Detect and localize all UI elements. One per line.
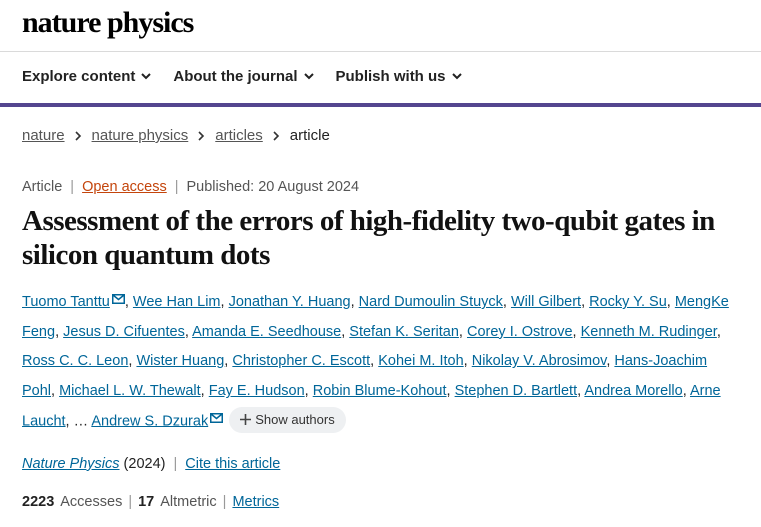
author[interactable]: Hans-Joachim Pohl: [22, 353, 708, 400]
author[interactable]: Robin Blume-Kohout: [312, 383, 447, 400]
crumb-link[interactable]: articles: [215, 127, 263, 144]
author[interactable]: Wister Huang: [136, 353, 225, 370]
article-meta: Article | Open access | Published: 20 Au…: [22, 179, 359, 195]
author[interactable]: Jesus D. Cifuentes: [63, 323, 185, 340]
separator: |: [128, 494, 133, 510]
article-title: Assessment of the errors of high-fidelit…: [22, 205, 715, 271]
mail-icon[interactable]: [210, 413, 224, 424]
author[interactable]: Andrew S. Dzurak: [91, 413, 209, 430]
crumb-arrow: [273, 130, 279, 141]
separator: |: [222, 494, 227, 510]
accesses-count: 2223: [22, 494, 55, 510]
year: (2024): [123, 456, 166, 472]
crumb-link[interactable]: nature: [22, 127, 65, 144]
journal-link[interactable]: Nature Physics: [22, 456, 120, 472]
mail-icon[interactable]: [111, 294, 125, 304]
author[interactable]: Nard Dumoulin Stuyck: [358, 294, 503, 310]
button-label: Show authors: [255, 411, 335, 427]
altmetric-count: 17: [138, 494, 155, 510]
nav-label: Explore content: [22, 68, 136, 85]
chevron: [451, 73, 462, 80]
article-type: Article: [22, 179, 63, 195]
nav-label: Publish with us: [335, 68, 446, 85]
metrics: 2223 Accesses | 17 Altmetric | Metrics: [22, 494, 279, 510]
author[interactable]: Amanda E. Seedhouse: [192, 323, 342, 340]
logo[interactable]: nature physics: [22, 6, 194, 39]
chevron: [303, 73, 314, 80]
author[interactable]: Nikolay V. Abrosimov: [471, 353, 607, 370]
open-access[interactable]: Open access: [82, 179, 167, 195]
author[interactable]: Ross C. C. Leon: [22, 353, 129, 370]
nav-item[interactable]: Explore content: [22, 68, 152, 85]
author[interactable]: Jonathan Y. Huang: [228, 294, 351, 310]
author[interactable]: Stephen D. Bartlett: [454, 383, 578, 400]
altmetric-label: Altmetric: [160, 494, 217, 510]
crumb-link[interactable]: nature physics: [91, 127, 189, 144]
divider: [0, 51, 761, 52]
chevron: [141, 73, 152, 80]
author[interactable]: Corey I. Ostrove: [466, 323, 573, 340]
accesses-label: Accesses: [60, 494, 123, 510]
nav-label: About the journal: [173, 68, 298, 85]
author-list: Tuomo Tanttu, Wee Han Lim, Jonathan Y. H…: [22, 288, 734, 437]
ellipsis: …: [73, 413, 89, 430]
author[interactable]: Arne Laucht: [22, 383, 721, 430]
author[interactable]: Tuomo Tanttu: [22, 294, 110, 310]
metrics-link[interactable]: Metrics: [232, 494, 280, 510]
author[interactable]: Will Gilbert: [510, 294, 582, 310]
nav: Explore content About the journal Publis…: [22, 68, 462, 85]
cite-link[interactable]: Cite this article: [185, 456, 281, 472]
author[interactable]: Christopher C. Escott: [232, 353, 371, 370]
author[interactable]: Michael L. W. Thewalt: [59, 383, 201, 400]
author[interactable]: Stefan K. Seritan: [349, 323, 459, 340]
author[interactable]: Rocky Y. Su: [589, 294, 667, 310]
separator: |: [174, 179, 179, 195]
nav-underline: [0, 103, 761, 107]
crumb-arrow: [74, 130, 81, 141]
breadcrumb: nature nature physics articles article: [22, 127, 330, 144]
separator: |: [70, 179, 75, 195]
author[interactable]: Fay E. Hudson: [208, 383, 305, 400]
citation: Nature Physics (2024) | Cite this articl…: [22, 456, 280, 472]
plus-icon: [240, 414, 252, 426]
separator: |: [173, 456, 178, 472]
crumb-arrow: [198, 130, 205, 141]
crumb-current: article: [289, 127, 330, 144]
author[interactable]: Kenneth M. Rudinger: [580, 323, 717, 340]
author[interactable]: Wee Han Lim: [132, 294, 221, 310]
nav-item[interactable]: Publish with us: [336, 68, 462, 85]
author[interactable]: MengKe Feng: [22, 294, 729, 340]
nav-item[interactable]: About the journal: [173, 68, 314, 85]
show-authors-button[interactable]: Show authors: [229, 406, 346, 433]
author[interactable]: Kohei M. Itoh: [378, 353, 464, 370]
published: Published: 20 August 2024: [186, 179, 360, 195]
author[interactable]: Andrea Morello: [584, 383, 683, 400]
